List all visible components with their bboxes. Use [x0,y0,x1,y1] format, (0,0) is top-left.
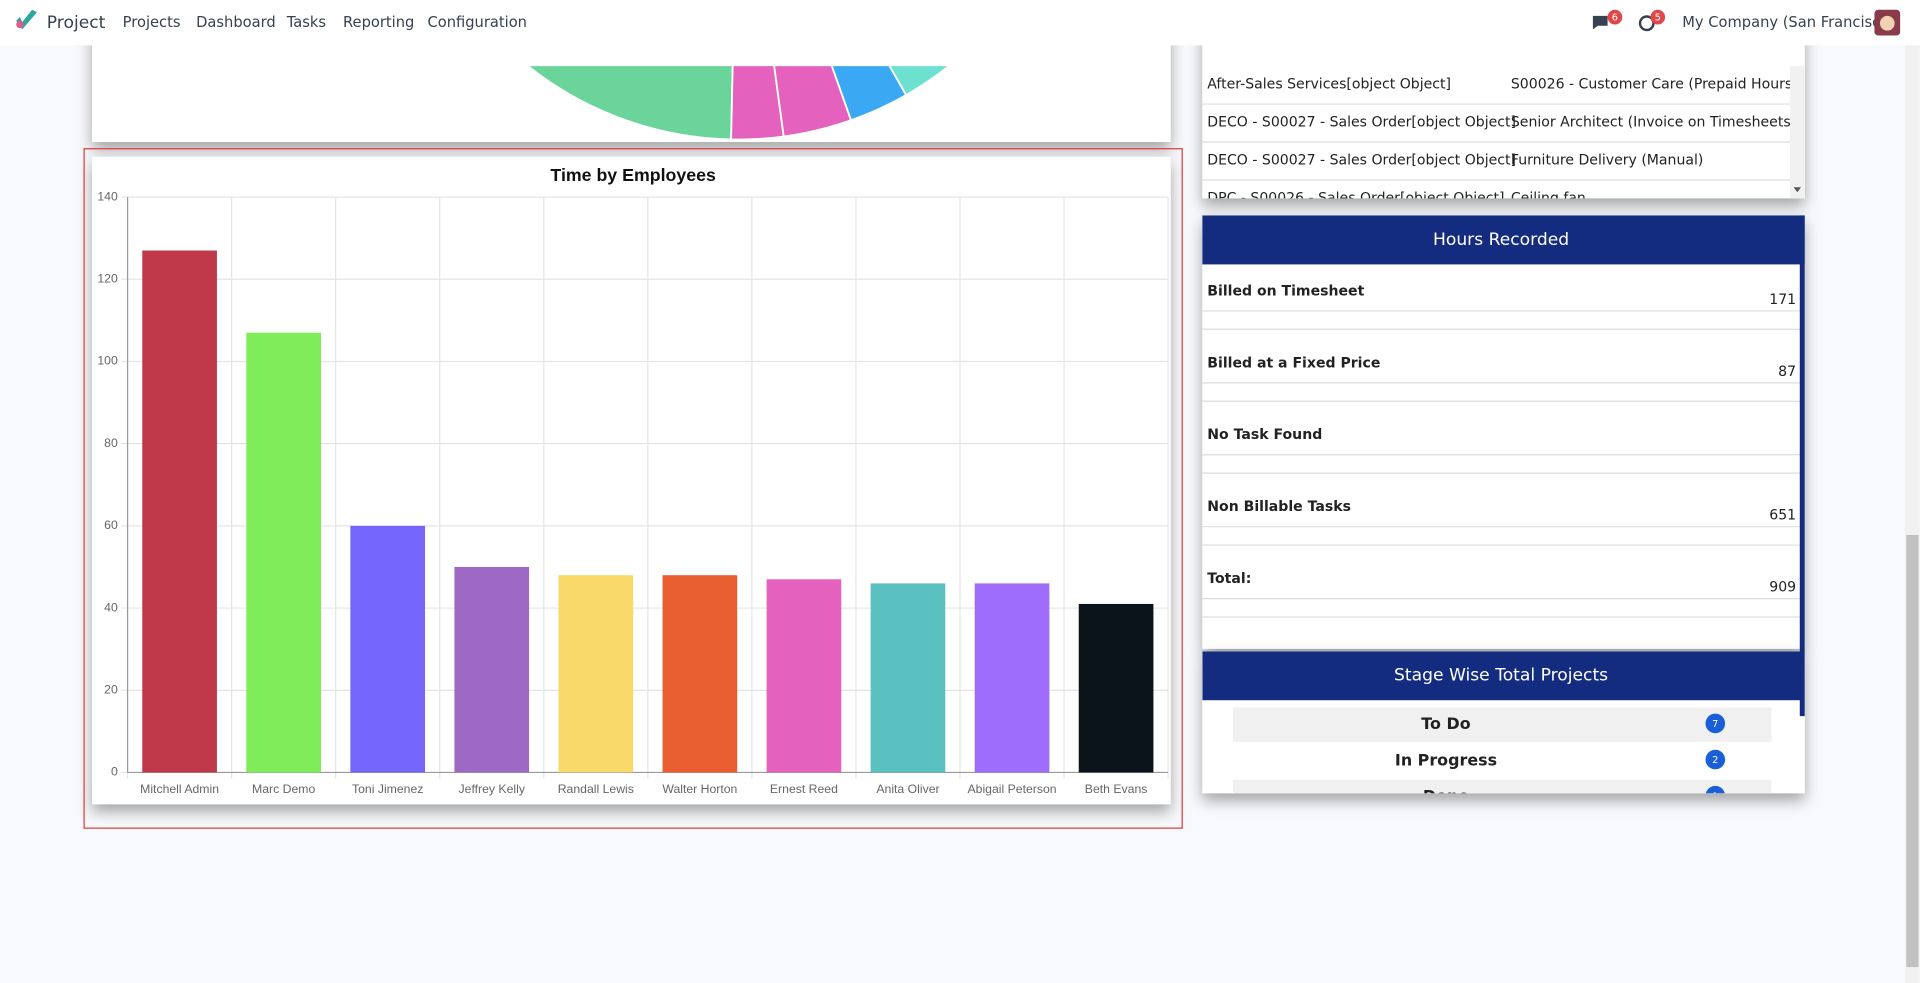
table-cell: Furniture Delivery (Manual) [1511,152,1704,168]
hours-value: 171 [1769,292,1796,308]
avatar-face [1879,15,1895,31]
x-tick-label: Toni Jimenez [352,782,423,796]
messages-icon[interactable] [1592,15,1608,30]
menu-item[interactable]: Projects [123,14,181,31]
table-cell: DPC - S00026 - Sales Order[object Object… [1207,190,1504,206]
stage-label[interactable]: In Progress [1395,750,1497,769]
stage-count: 2 [1712,755,1718,766]
table-cell: Ceiling fan [1511,190,1586,206]
hours-title: Hours Recorded [1433,230,1569,250]
bar [246,332,321,773]
hours-label: Billed at a Fixed Price [1207,355,1380,371]
y-tick-label: 60 [104,518,118,532]
bar [662,575,738,773]
bar [974,583,1050,773]
activities-badge: 5 [1655,13,1661,24]
stage-row-bg [1232,779,1772,794]
bar [558,575,634,773]
scrollbar-thumb[interactable] [1906,534,1919,968]
stage-badge [1705,713,1726,734]
x-tick-label: Abigail Peterson [967,782,1056,796]
x-tick-label: Anita Oliver [876,782,939,796]
hours-card [1202,215,1805,649]
pie-slice [888,66,951,97]
table-scrollbar[interactable] [1789,66,1805,199]
x-tick-label: Beth Evans [1085,782,1148,796]
stages-list: Stage Wise Total Projects To Do 7 In Progre… [1202,651,1803,805]
x-tick-label: Mitchell Admin [140,782,219,796]
pie-chart [526,66,951,141]
x-tick-label: Ernest Reed [770,782,838,796]
stage-label[interactable]: To Do [1421,714,1470,733]
chart-title: Time by Employees [550,165,716,185]
table-cell: DECO - S00027 - Sales Order[object Objec… [1207,152,1516,168]
hours-value: 909 [1769,580,1796,596]
hours-label: Total: [1207,571,1251,587]
bar [766,579,842,773]
bar [870,583,946,773]
hours-label: No Task Found [1207,427,1322,443]
badge [1650,9,1666,25]
table-cell: After-Sales Services[object Object] [1207,76,1451,92]
x-tick-label: Randall Lewis [558,782,634,796]
y-tick-label: 40 [104,600,118,614]
hours-value: 651 [1769,508,1796,524]
orders-card [1202,24,1805,199]
selection-outline [83,148,1183,829]
hours-label: Non Billable Tasks [1207,499,1351,515]
bar [454,566,530,773]
stages-title: Stage Wise Total Projects [1394,666,1608,686]
y-tick-label: 80 [104,436,118,450]
orders-table: After-Sales Services[object Object] S0002… [1202,76,1798,206]
x-tick-label: Jeffrey Kelly [459,782,526,796]
menu-item[interactable]: Tasks [286,14,326,31]
messages-badge: 6 [1612,13,1618,24]
stage-badge [1705,749,1726,770]
table-cell: S00026 - Customer Care (Prepaid Hours) [1511,76,1798,92]
menu-item[interactable]: Dashboard [196,14,276,31]
bar [1078,603,1154,773]
table-cell: Senior Architect (Invoice on Timesheets) [1511,114,1796,130]
brand[interactable]: Project [47,13,106,33]
pie-slice [526,66,734,141]
y-tick-label: 0 [111,765,118,779]
y-tick-label: 20 [104,682,118,696]
hours-scrollbar [1799,215,1805,717]
bar [142,250,217,773]
bar [350,525,426,773]
stages-header [1202,651,1803,701]
menu-item[interactable]: Configuration [427,14,527,31]
hours-label: Billed on Timesheet [1207,283,1364,299]
x-tick-label: Walter Horton [662,782,737,796]
scroll-arrow [1793,187,1801,193]
app-logo-dot [16,20,24,29]
y-tick-label: 140 [97,189,118,203]
bar-chart: Time by Employees 0 20 40 60 80 100 120 140 Mitch… [97,165,1169,796]
stage-row-bg [1232,707,1772,742]
menu-item[interactable]: Reporting [343,14,414,31]
hours-value: 87 [1778,364,1796,380]
stage-label[interactable]: Done [1423,786,1469,805]
y-tick-label: 100 [97,354,118,368]
table-cell: DECO - S00027 - Sales Order[object Objec… [1207,114,1516,130]
stage-badge [1705,785,1725,794]
hours-header [1202,215,1805,265]
stage-count: 7 [1712,719,1718,730]
company[interactable]: My Company (San Francisco) [1682,14,1895,31]
badge [1607,9,1623,25]
x-tick-label: Marc Demo [252,782,315,796]
activities-icon[interactable] [1638,15,1655,32]
stage-count: 1 [1712,791,1718,802]
y-tick-label: 120 [97,272,118,286]
